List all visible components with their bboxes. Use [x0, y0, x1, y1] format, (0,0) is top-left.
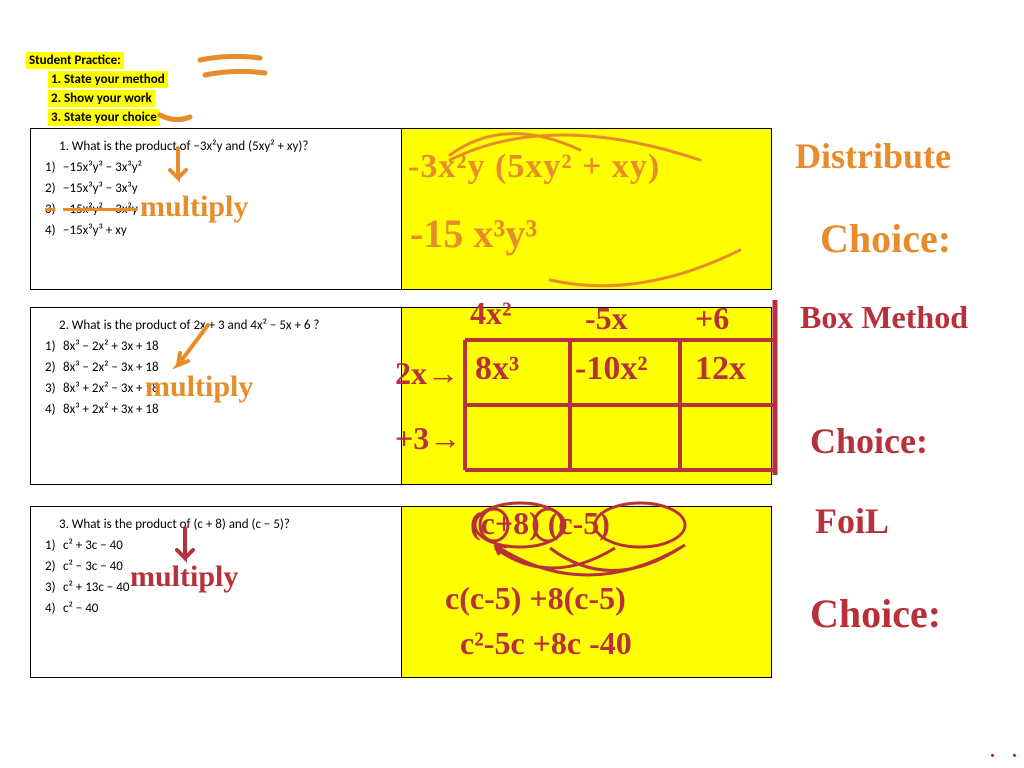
q3-suf: ? [284, 517, 290, 532]
header-item-2: 2. Show your work [48, 90, 155, 107]
q1-opt4: 4)−15x³y³ + xy [45, 223, 391, 238]
q1-expb: (5xy² + xy) [248, 139, 302, 154]
choice-3: Choice: [810, 590, 941, 637]
header-item-3: 3. State your choice [48, 109, 160, 126]
problem-2: 2. What is the product of 2x + 3 and 4x²… [30, 307, 772, 485]
work1-line2: -15 x³y³ [410, 210, 537, 257]
box-left-2: +3→ [395, 420, 461, 457]
q2-opt4: 4)8x³ + 2x² + 3x + 18 [45, 402, 391, 417]
q1-prefix: 1. What is the product of [59, 139, 193, 154]
q2-opt1: 1)8x³ − 2x² + 3x + 18 [45, 339, 391, 354]
work3-line3: c²-5c +8c -40 [460, 625, 632, 662]
header-title: Student Practice: [26, 52, 124, 69]
distribute-label: Distribute [795, 135, 951, 177]
box-top-1: 4x² [470, 295, 512, 332]
q3-mid: and [226, 517, 252, 532]
work1-line1: -3x²y (5xy² + xy) [408, 148, 660, 186]
header: Student Practice: 1. State your method 2… [26, 50, 168, 126]
box-method-label: Box Method [800, 300, 968, 335]
multiply-3: multiply [130, 560, 238, 594]
q3-expa: (c + 8) [193, 517, 225, 532]
choice-2: Choice: [810, 420, 928, 462]
q2-suf: ? [310, 318, 319, 333]
q2-expa: 2x + 3 [193, 318, 224, 333]
q1-text: 1. What is the product of −3x²y and (5xy… [59, 139, 391, 154]
q1-suf: ? [302, 139, 308, 154]
q3-opt4: 4)c² − 40 [45, 601, 391, 616]
q3-expb: (c − 5) [252, 517, 284, 532]
q1-expa: −3x²y [193, 139, 222, 154]
q1-opt1: 1)−15x³y³ − 3x³y² [45, 160, 391, 175]
box-cell-1: 8x³ [475, 350, 519, 388]
dots: . . [990, 740, 1023, 763]
q2-expb: 4x² − 5x + 6 [250, 318, 310, 333]
box-top-3: +6 [695, 300, 729, 337]
box-cell-3: 12x [695, 350, 746, 388]
q3-opt1: 1)c² + 3c − 40 [45, 538, 391, 553]
multiply-1: multiply [140, 190, 248, 224]
q3-prefix: 3. What is the product of [59, 517, 193, 532]
q2-text: 2. What is the product of 2x + 3 and 4x²… [59, 318, 391, 333]
choice-1: Choice: [820, 215, 951, 262]
q1-mid: and [222, 139, 248, 154]
q2-mid: and [225, 318, 251, 333]
box-top-2: -5x [585, 300, 628, 337]
work3-line2: c(c-5) +8(c-5) [445, 580, 626, 617]
multiply-2: multiply [145, 370, 253, 404]
work3-line1: (c+8) (c-5) [470, 505, 610, 542]
q2-prefix: 2. What is the product of [59, 318, 193, 333]
box-cell-2: -10x² [575, 350, 648, 388]
box-left-1: 2x→ [395, 355, 459, 392]
q3-text: 3. What is the product of (c + 8) and (c… [59, 517, 391, 532]
foil-label: FoiL [815, 500, 889, 542]
header-item-1: 1. State your method [48, 71, 168, 88]
